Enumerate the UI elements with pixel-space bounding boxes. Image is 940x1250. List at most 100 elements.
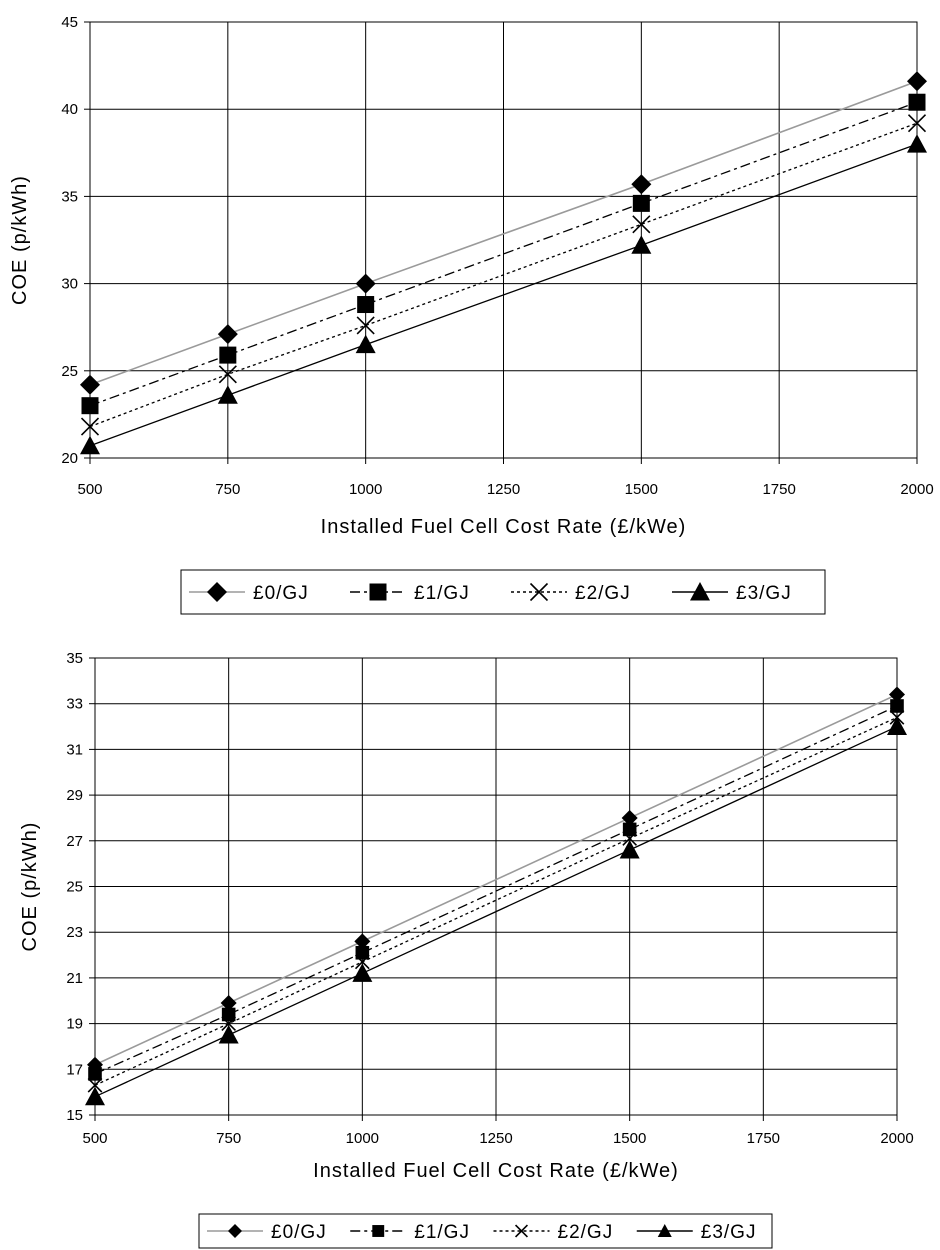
chart-2-xtick-label-5: 1750 bbox=[747, 1130, 780, 1147]
chart-2-legend-marker-3 bbox=[514, 1224, 529, 1238]
chart-1-series-3-point-3 bbox=[356, 316, 375, 335]
chart-2-legend-label-1: £0/GJ bbox=[271, 1222, 327, 1243]
chart-1-series-3-point-5-b bbox=[907, 114, 927, 133]
chart-1-xtick-label-6: 2000 bbox=[900, 481, 933, 498]
chart-2-ytick-label-6: 27 bbox=[66, 833, 83, 850]
chart-2-legend-label-3: £2/GJ bbox=[558, 1222, 614, 1243]
chart-1-ylabel: COE (p/kWh) bbox=[9, 175, 31, 305]
chart-2-series-2-point-1 bbox=[88, 1067, 102, 1081]
chart-2-series-2-point-5 bbox=[890, 699, 904, 713]
chart-1-ytick-label-0: 20 bbox=[61, 450, 78, 467]
chart-1-series-3-point-3-b bbox=[356, 316, 375, 335]
chart-2-series-3-point-4 bbox=[622, 831, 638, 846]
chart-1-series-4-point-4 bbox=[631, 235, 652, 254]
chart-1-series-1-point-3 bbox=[355, 273, 376, 294]
chart-2-ytick-label-8: 31 bbox=[66, 741, 83, 758]
chart-2-xtick-label-3: 1250 bbox=[479, 1130, 512, 1147]
chart-2-series-3-point-2-b bbox=[221, 1016, 237, 1031]
chart-2-xtick-label-6: 2000 bbox=[880, 1130, 913, 1147]
chart-1-ytick-label-5: 45 bbox=[61, 14, 78, 31]
chart-2-xtick-label-2: 1000 bbox=[346, 1130, 379, 1147]
chart-2-xlabel: Installed Fuel Cell Cost Rate (£/kWe) bbox=[313, 1160, 679, 1182]
chart-1-series-3-point-5 bbox=[907, 114, 927, 133]
chart-2-series-3-point-4-b bbox=[622, 831, 638, 846]
chart-2-xtick-label-0: 500 bbox=[82, 1130, 107, 1147]
chart-2-ylabel: COE (p/kWh) bbox=[19, 822, 41, 952]
chart-2-series-4-point-5 bbox=[887, 716, 907, 736]
chart-1-xtick-label-1: 750 bbox=[215, 481, 240, 498]
chart-1-xtick-label-3: 1250 bbox=[487, 481, 520, 498]
chart-1-series-3-point-2 bbox=[218, 365, 237, 384]
chart-1-series-3-point-1 bbox=[80, 417, 100, 436]
chart-2-ytick-label-5: 25 bbox=[66, 879, 83, 896]
chart-1-series-3-point-4 bbox=[632, 215, 651, 234]
chart-2-series-3-point-2 bbox=[221, 1016, 237, 1031]
chart-1-legend-marker-2 bbox=[369, 583, 387, 601]
chart-1-series-1-point-4 bbox=[631, 174, 652, 195]
chart-2-ytick-label-10: 35 bbox=[66, 650, 83, 667]
chart-2-series-4-point-3 bbox=[352, 963, 373, 982]
chart-1-series-1-point-2 bbox=[217, 324, 238, 345]
chart-2-ytick-label-9: 33 bbox=[66, 696, 83, 713]
chart-1-ytick-label-1: 25 bbox=[61, 363, 78, 380]
chart-1-legend-label-4: £3/GJ bbox=[736, 583, 792, 604]
chart-2-series-2-line bbox=[94, 705, 898, 1075]
chart-2-series-4-point-2 bbox=[218, 1025, 239, 1044]
chart-2-legend-label-4: £3/GJ bbox=[701, 1222, 757, 1243]
chart-1: 20 25 30 35 40 45 500 750 1000 1250 1500 1750 2000 In… bbox=[9, 14, 934, 615]
chart-1-ytick-label-4: 40 bbox=[61, 101, 78, 118]
chart-2-series-1-point-3 bbox=[354, 933, 371, 950]
chart-1-series-2-point-1 bbox=[81, 397, 99, 415]
chart-1-series-2-point-2 bbox=[219, 346, 237, 364]
chart-2-series-1-point-2 bbox=[220, 995, 237, 1012]
chart-1-legend: £0/GJ £1/GJ £2/GJ £3/GJ bbox=[180, 569, 826, 615]
chart-1-xtick-label-4: 1500 bbox=[625, 481, 658, 498]
chart-1-series-1-point-5 bbox=[907, 71, 927, 92]
chart-1-legend-marker-1 bbox=[207, 582, 227, 602]
chart-1-series-3-point-4-b bbox=[632, 215, 651, 234]
chart-1-legend-label-3: £2/GJ bbox=[575, 583, 631, 604]
chart-1-series-3-point-2-b bbox=[218, 365, 237, 384]
chart-2-series-1-point-5 bbox=[889, 686, 905, 703]
chart-2-series-4-point-4 bbox=[619, 839, 640, 859]
chart-2-xtick-label-4: 1500 bbox=[613, 1130, 646, 1147]
chart-1-legend-marker-3-b bbox=[529, 582, 549, 602]
chart-1-legend-marker-3 bbox=[529, 582, 549, 602]
chart-2-series-2-point-3 bbox=[355, 945, 370, 960]
chart-2-series-1-point-4 bbox=[621, 809, 638, 826]
chart-1-xtick-label-5: 1750 bbox=[762, 481, 795, 498]
chart-2-ytick-label-4: 23 bbox=[66, 924, 83, 941]
chart-2: 15 17 19 21 23 25 27 29 31 33 35 500 750 1000 1250 1500… bbox=[19, 650, 914, 1249]
chart-2-series-2-point-2 bbox=[221, 1007, 236, 1022]
chart-1-series-4-point-1 bbox=[80, 435, 100, 455]
chart-1-series-4-point-2 bbox=[217, 385, 238, 404]
chart-2-xtick-label-1: 750 bbox=[216, 1130, 241, 1147]
chart-2-ytick-label-0: 15 bbox=[66, 1107, 83, 1124]
chart-1-legend-label-2: £1/GJ bbox=[414, 583, 470, 604]
chart-2-legend-marker-3-b bbox=[514, 1224, 529, 1238]
chart-1-series-2-point-5 bbox=[908, 93, 926, 111]
chart-2-legend-marker-2 bbox=[372, 1225, 385, 1237]
chart-1-series-4-point-5 bbox=[907, 134, 927, 153]
chart-2-legend-marker-1 bbox=[228, 1224, 242, 1238]
chart-2-legend-marker-4 bbox=[657, 1224, 672, 1237]
chart-1-xtick-label-0: 500 bbox=[77, 481, 102, 498]
chart-2-series-2-point-4 bbox=[622, 822, 637, 837]
chart-2-series-3-point-3 bbox=[354, 954, 370, 970]
chart-2-series-3-point-1 bbox=[87, 1077, 103, 1093]
chart-1-ytick-label-2: 30 bbox=[61, 276, 78, 293]
chart-1-xlabel: Installed Fuel Cell Cost Rate (£/kWe) bbox=[321, 516, 687, 538]
chart-2-legend-label-2: £1/GJ bbox=[414, 1222, 470, 1243]
chart-1-legend-label-1: £0/GJ bbox=[253, 583, 309, 604]
chart-2-ytick-label-1: 17 bbox=[66, 1061, 83, 1078]
chart-2-ytick-label-3: 21 bbox=[66, 970, 83, 987]
chart-1-legend-marker-4 bbox=[690, 582, 710, 601]
chart-2-series-3-point-1-b bbox=[87, 1077, 103, 1093]
chart-1-series-1-point-1 bbox=[80, 374, 100, 395]
chart-2-series-3-point-3-b bbox=[354, 954, 370, 970]
chart-2-series-4-point-1 bbox=[85, 1086, 105, 1106]
chart-1-series-2-point-4 bbox=[632, 194, 650, 212]
chart-1-series-2-point-3 bbox=[357, 296, 375, 314]
chart-2-ytick-label-2: 19 bbox=[66, 1016, 83, 1033]
